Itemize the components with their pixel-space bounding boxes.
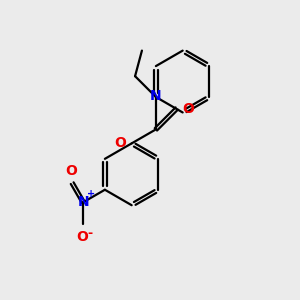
Text: N: N bbox=[150, 88, 162, 103]
Text: +: + bbox=[87, 189, 95, 199]
Text: O: O bbox=[182, 102, 194, 116]
Text: O: O bbox=[76, 230, 88, 244]
Text: O: O bbox=[65, 164, 76, 178]
Text: -: - bbox=[87, 227, 92, 240]
Text: O: O bbox=[115, 136, 126, 150]
Text: N: N bbox=[77, 195, 89, 209]
